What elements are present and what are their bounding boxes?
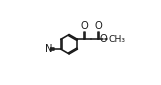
Text: N: N: [45, 44, 52, 54]
Text: O: O: [95, 21, 102, 31]
Text: O: O: [100, 34, 108, 44]
Text: CH₃: CH₃: [108, 35, 125, 44]
Text: O: O: [81, 21, 89, 31]
